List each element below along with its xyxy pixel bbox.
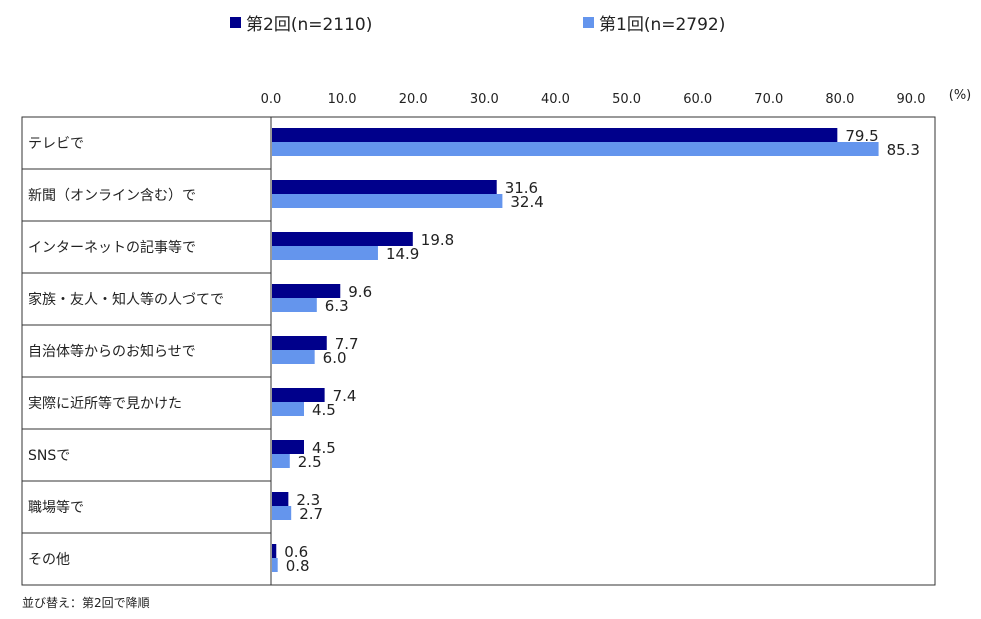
legend-swatch-series-1 [583, 17, 594, 28]
category-label: SNSで [28, 448, 70, 464]
bar-series-1 [272, 506, 292, 520]
sort-note: 並び替え：第2回で降順 [22, 596, 150, 610]
category-label: テレビで [28, 136, 84, 152]
bar-series-1 [272, 558, 278, 572]
data-label: 0.8 [286, 557, 310, 575]
bar-series-2 [272, 336, 327, 350]
legend-swatch-series-2 [230, 17, 241, 28]
data-label: 9.6 [348, 283, 372, 301]
data-label: 31.6 [505, 179, 538, 197]
data-label: 2.3 [296, 491, 320, 509]
category-label: インターネットの記事等で [28, 239, 196, 256]
category-label: 職場等で [28, 499, 84, 516]
bar-series-2 [272, 388, 325, 402]
legend-label-series-1: 第1回(n=2792) [599, 15, 726, 35]
data-label: 2.5 [298, 453, 322, 471]
legend-item-series-1: 第1回(n=2792) [583, 10, 725, 35]
data-label: 6.0 [323, 349, 347, 367]
bar-series-2 [272, 180, 497, 194]
x-tick-label: 70.0 [754, 92, 783, 107]
bar-series-2 [272, 440, 304, 454]
data-label: 4.5 [312, 439, 336, 457]
category-label: その他 [28, 552, 70, 568]
x-tick-label: 50.0 [612, 92, 641, 107]
bar-series-1 [272, 402, 304, 416]
data-label: 2.7 [299, 505, 323, 523]
data-label: 85.3 [887, 141, 920, 159]
bar-series-1 [272, 246, 378, 260]
bar-series-2 [272, 232, 413, 246]
bar-series-2 [272, 544, 277, 558]
data-label: 0.6 [284, 543, 308, 561]
legend-item-series-2: 第2回(n=2110) [230, 10, 372, 35]
bar-series-1 [272, 350, 315, 364]
data-label: 32.4 [510, 193, 543, 211]
bar-series-2 [272, 284, 341, 298]
x-tick-label: 0.0 [261, 92, 282, 107]
category-label: 家族・友人・知人等の人づてで [28, 291, 224, 308]
data-label: 19.8 [421, 231, 454, 249]
category-label: 新聞（オンライン含む）で [28, 188, 196, 204]
x-tick-label: 10.0 [328, 92, 357, 107]
bar-series-2 [272, 128, 838, 142]
x-tick-label: 40.0 [541, 92, 570, 107]
legend-label-series-2: 第2回(n=2110) [246, 15, 373, 35]
data-label: 14.9 [386, 245, 419, 263]
bar-series-1 [272, 142, 879, 156]
bar-series-1 [272, 454, 290, 468]
bar-series-2 [272, 492, 289, 506]
bar-series-1 [272, 298, 317, 312]
data-label: 7.7 [335, 335, 359, 353]
category-label: 自治体等からのお知らせで [28, 343, 196, 360]
category-label: 実際に近所等で見かけた [28, 395, 182, 412]
data-label: 4.5 [312, 401, 336, 419]
x-tick-label: 20.0 [399, 92, 428, 107]
plot-frame [21, 116, 936, 586]
x-tick-label: 60.0 [683, 92, 712, 107]
data-label: 6.3 [325, 297, 349, 315]
data-label: 79.5 [845, 127, 878, 145]
x-tick-label: 90.0 [897, 92, 926, 107]
bar-series-1 [272, 194, 503, 208]
x-tick-label: 30.0 [470, 92, 499, 107]
data-label: 7.4 [333, 387, 357, 405]
unit-label: (%) [949, 88, 972, 103]
x-tick-label: 80.0 [825, 92, 854, 107]
